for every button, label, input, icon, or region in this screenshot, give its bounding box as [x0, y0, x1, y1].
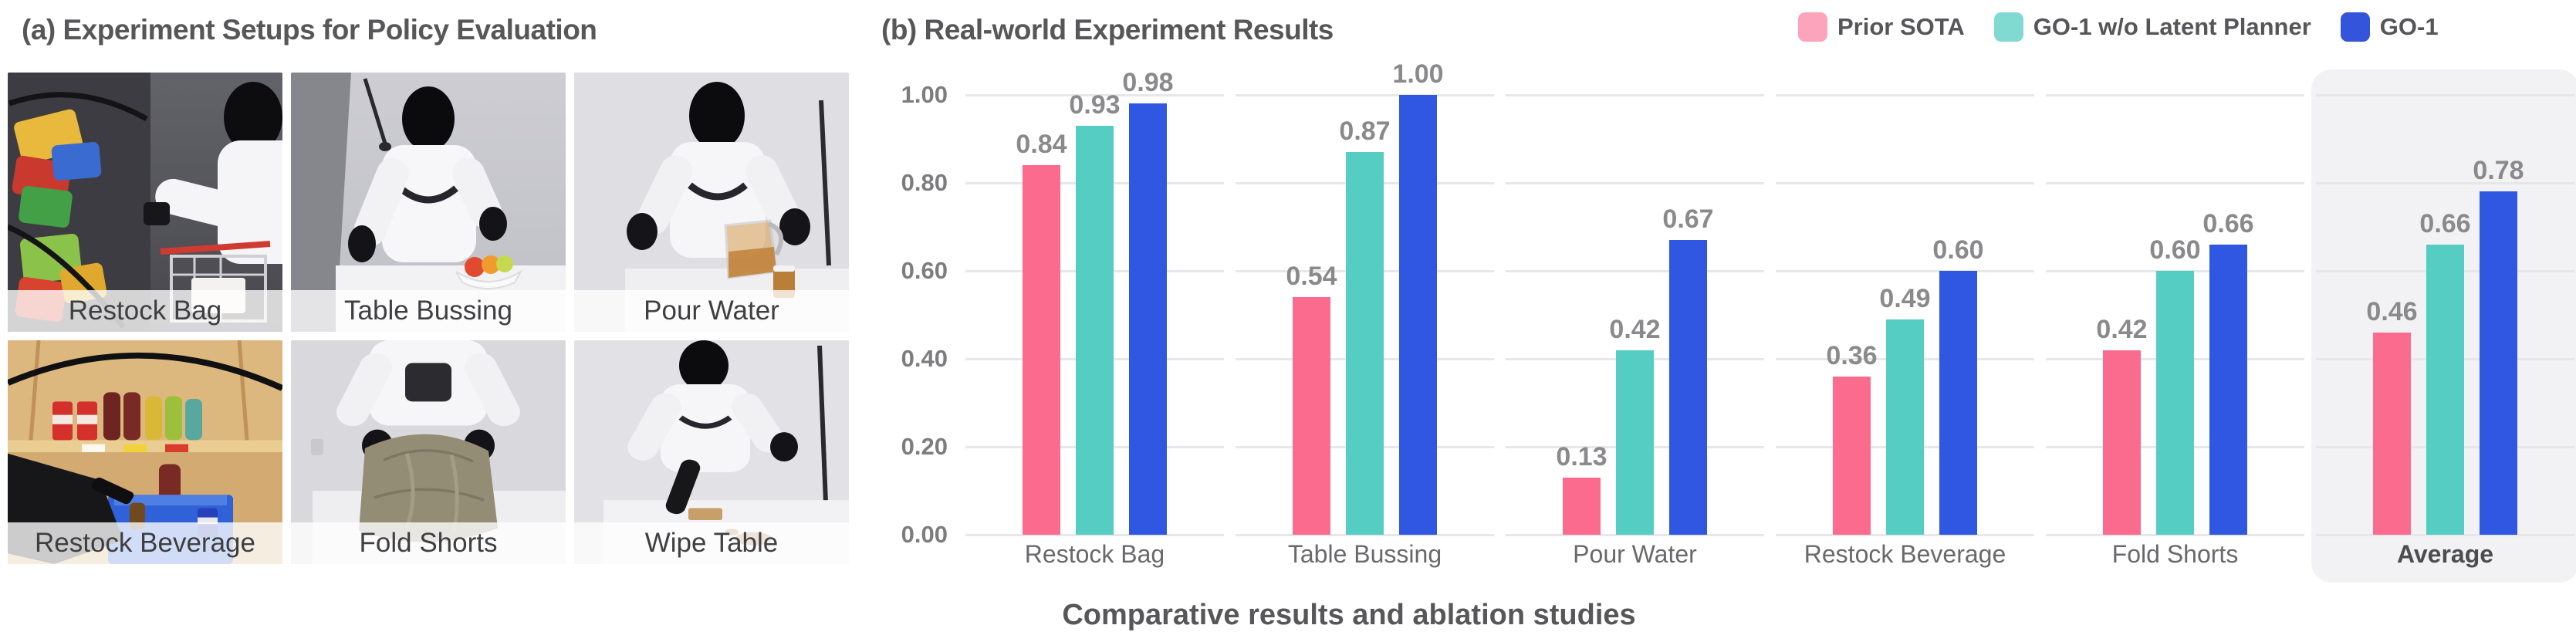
- bar-value-label: 0.60: [2149, 235, 2201, 265]
- gridline: [1776, 534, 2034, 536]
- bar-prior-sota-pour-water: [1563, 478, 1601, 535]
- legend-label-go-1-w-o-latent-planner: GO-1 w/o Latent Planner: [2033, 13, 2311, 40]
- gridline: [1776, 182, 2034, 184]
- y-tick-label: 0.80: [901, 169, 948, 196]
- bar-value-label: 0.66: [2419, 209, 2471, 238]
- figure-caption: Comparative results and ablation studies: [1062, 599, 1636, 631]
- bar-prior-sota-restock-bag: [1023, 165, 1060, 535]
- panel-b-title: (b) Real-world Experiment Results: [881, 14, 1334, 46]
- bar-value-label: 0.36: [1826, 341, 1878, 370]
- bar-value-label: 0.93: [1069, 90, 1121, 120]
- photo-fold-shorts: Fold Shorts: [291, 340, 566, 564]
- robot-photo-table-bussing-illustration: [291, 73, 566, 332]
- gridline: [2046, 534, 2304, 536]
- bar-go-1-w-o-latent-planner-average: [2426, 245, 2464, 535]
- photo-label-fold-shorts: Fold Shorts: [291, 522, 566, 564]
- photo-label-restock-beverage: Restock Beverage: [8, 522, 282, 564]
- legend-label-go-1: GO-1: [2379, 13, 2439, 40]
- gridline: [1506, 270, 1764, 272]
- category-label-pour-water: Pour Water: [1573, 540, 1697, 568]
- category-label-average: Average: [2396, 540, 2494, 568]
- y-tick-label: 0.20: [901, 433, 948, 460]
- gridline: [2046, 94, 2304, 96]
- gridline: [1506, 534, 1764, 536]
- category-label-fold-shorts: Fold Shorts: [2111, 540, 2239, 568]
- robot-photo-pour-water-illustration: [574, 73, 849, 332]
- category-label-restock-bag: Restock Bag: [1024, 540, 1165, 568]
- y-tick-label: 1.00: [901, 81, 948, 108]
- bar-go-1-w-o-latent-planner-restock-beverage: [1886, 319, 1924, 535]
- bar-value-label: 0.60: [1932, 235, 1984, 265]
- bar-prior-sota-restock-beverage: [1833, 377, 1871, 535]
- gridline: [2316, 182, 2574, 184]
- gridline: [1236, 534, 1494, 536]
- bar-prior-sota-average: [2373, 333, 2411, 535]
- gridline: [1236, 94, 1494, 96]
- legend-item-prior-sota: Prior SOTA: [1798, 12, 1965, 42]
- photo-wipe-table: Wipe Table: [574, 340, 849, 564]
- bar-value-label: 0.54: [1286, 262, 1337, 291]
- legend-swatch-go-1: [2340, 12, 2370, 42]
- bar-go-1-w-o-latent-planner-table-bussing: [1346, 152, 1384, 535]
- bar-prior-sota-table-bussing: [1293, 297, 1330, 535]
- bar-value-label: 0.49: [1879, 284, 1931, 313]
- gridline: [1776, 270, 2034, 272]
- photo-grid: Restock Bag: [8, 73, 849, 564]
- y-tick-label: 0.00: [901, 521, 948, 548]
- gridline: [2316, 94, 2574, 96]
- bar-go-1-restock-beverage: [1939, 271, 1977, 535]
- gridline: [1506, 94, 1764, 96]
- bar-go-1-pour-water: [1669, 240, 1707, 535]
- bar-go-1-w-o-latent-planner-pour-water: [1616, 350, 1654, 535]
- bar-go-1-average: [2480, 191, 2517, 535]
- legend-swatch-go-1-w-o-latent-planner: [1993, 12, 2023, 42]
- y-tick-label: 0.40: [901, 345, 948, 372]
- photo-label-pour-water: Pour Water: [574, 290, 849, 332]
- gridline: [1776, 94, 2034, 96]
- gridline: [1506, 182, 1764, 184]
- category-label-table-bussing: Table Bussing: [1287, 540, 1442, 568]
- bar-value-label: 0.67: [1662, 204, 1714, 234]
- photo-restock-beverage: Restock Beverage: [8, 340, 282, 564]
- bar-value-label: 0.66: [2202, 209, 2254, 238]
- bar-go-1-restock-bag: [1129, 103, 1167, 535]
- bar-value-label: 0.42: [1609, 315, 1661, 344]
- bar-value-label: 0.98: [1122, 68, 1174, 97]
- bar-value-label: 0.78: [2473, 156, 2524, 185]
- gridline: [2316, 534, 2574, 536]
- legend-swatch-prior-sota: [1798, 12, 1827, 42]
- photo-label-restock-bag: Restock Bag: [8, 290, 282, 332]
- gridline: [965, 534, 1224, 536]
- bar-value-label: 0.46: [2366, 297, 2418, 326]
- bar-prior-sota-fold-shorts: [2103, 350, 2141, 535]
- panel-a-title: (a) Experiment Setups for Policy Evaluat…: [22, 14, 597, 46]
- bar-value-label: 0.87: [1339, 117, 1391, 146]
- photo-restock-bag: Restock Bag: [8, 73, 282, 332]
- bar-value-label: 0.13: [1556, 442, 1607, 471]
- category-label-restock-beverage: Restock Beverage: [1804, 540, 2006, 568]
- legend-item-go-1: GO-1: [2340, 12, 2439, 42]
- robot-photo-restock-bag-illustration: [8, 73, 282, 332]
- bar-value-label: 0.42: [2096, 315, 2148, 344]
- photo-label-wipe-table: Wipe Table: [574, 522, 849, 564]
- bar-value-label: 0.84: [1016, 130, 1067, 159]
- bar-value-label: 1.00: [1392, 59, 1444, 89]
- y-tick-label: 0.60: [901, 257, 948, 284]
- photo-table-bussing: Table Bussing: [291, 73, 566, 332]
- chart-legend: Prior SOTA GO-1 w/o Latent Planner GO-1: [1798, 9, 2439, 45]
- bar-go-1-w-o-latent-planner-fold-shorts: [2156, 271, 2194, 535]
- legend-label-prior-sota: Prior SOTA: [1837, 13, 1965, 40]
- photo-label-table-bussing: Table Bussing: [291, 290, 566, 332]
- gridline: [2046, 182, 2304, 184]
- bar-go-1-fold-shorts: [2209, 245, 2247, 535]
- legend-item-go-1-w-o-latent-planner: GO-1 w/o Latent Planner: [1993, 12, 2311, 42]
- bar-go-1-table-bussing: [1399, 95, 1437, 535]
- photo-pour-water: Pour Water: [574, 73, 849, 332]
- gridline: [965, 94, 1224, 96]
- bar-go-1-w-o-latent-planner-restock-bag: [1076, 126, 1114, 535]
